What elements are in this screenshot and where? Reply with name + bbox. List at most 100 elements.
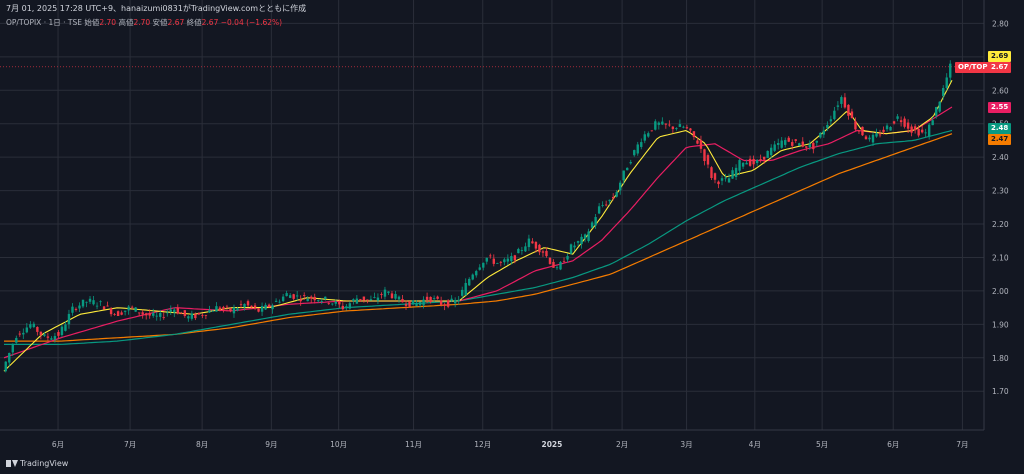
candle-up: [67, 313, 71, 325]
candle-up: [394, 293, 397, 299]
x-tick-label: 5月: [816, 440, 828, 449]
high-value: 2.70: [133, 18, 151, 27]
candle-down: [552, 261, 555, 268]
close-label: 終値: [186, 18, 202, 27]
y-tick-label: 2.30: [992, 187, 1009, 196]
candle-up: [397, 296, 401, 300]
candle-down: [18, 333, 21, 335]
candle-up: [78, 305, 81, 309]
candle-up: [320, 300, 323, 302]
candle-up: [566, 256, 569, 260]
candle-up: [583, 234, 587, 239]
candle-up: [50, 338, 53, 340]
candle-up: [734, 167, 738, 178]
candle-down: [362, 296, 366, 301]
candle-down: [425, 296, 429, 300]
candle-down: [920, 129, 924, 133]
candle-up: [383, 289, 387, 297]
candle-up: [527, 238, 531, 248]
candle-down: [39, 331, 43, 336]
candles: [4, 60, 952, 373]
candle-up: [594, 216, 597, 226]
candle-down: [130, 306, 134, 308]
candle-up: [85, 301, 88, 303]
candle-down: [246, 301, 250, 306]
x-tick-label: 10月: [330, 440, 347, 449]
candle-up: [808, 144, 811, 148]
candle-up: [682, 126, 685, 128]
candle-down: [239, 304, 243, 306]
candle-down: [689, 128, 692, 131]
candle-down: [197, 312, 201, 315]
candle-up: [731, 170, 734, 179]
candle-down: [180, 313, 183, 315]
candle-down: [864, 136, 868, 140]
candle-down: [148, 313, 151, 316]
candle-up: [833, 110, 836, 120]
candle-up: [555, 267, 559, 269]
candle-up: [274, 300, 278, 302]
candle-up: [264, 304, 267, 310]
tradingview-footer[interactable]: TradingView: [6, 459, 68, 468]
candle-up: [506, 258, 510, 262]
symbol-name[interactable]: OP/TOPIX · 1日 · TSE: [6, 18, 82, 27]
time-axis[interactable]: 6月 7月 8月 9月 10月 11月 12月 2025 2月 3月 4月 5月 6月 7月: [52, 440, 969, 449]
candle-up: [745, 162, 748, 165]
candle-down: [899, 120, 903, 123]
candle-down: [113, 314, 116, 315]
x-tick-label: 7月: [956, 440, 968, 449]
candle-up: [576, 241, 580, 243]
x-tick-label: 6月: [887, 440, 899, 449]
candle-down: [685, 127, 689, 129]
candle-up: [211, 310, 215, 312]
candle-up: [587, 231, 590, 242]
y-tick-label: 2.80: [992, 19, 1009, 28]
candle-up: [64, 324, 67, 331]
candle-down: [429, 296, 432, 303]
candle-up: [285, 293, 288, 297]
candle-down: [218, 307, 222, 311]
candle-up: [243, 303, 246, 308]
candle-up: [580, 236, 583, 245]
candle-up: [166, 312, 169, 314]
candle-down: [650, 130, 653, 132]
candle-down: [748, 158, 752, 166]
candle-down: [303, 295, 306, 296]
candle-up: [822, 130, 826, 135]
candle-up: [485, 257, 488, 262]
candle-down: [791, 142, 794, 146]
candle-down: [548, 257, 552, 264]
candle-up: [819, 132, 822, 138]
price-axis[interactable]: 1.701.801.902.002.102.202.302.402.502.60…: [992, 19, 1009, 396]
close-value: 2.67: [201, 18, 219, 27]
candle-down: [390, 293, 394, 299]
candle-down: [857, 130, 861, 132]
candle-up: [32, 323, 36, 328]
symbol-legend[interactable]: OP/TOPIX · 1日 · TSE 始値2.70 高値2.70 安値2.67…: [6, 17, 282, 28]
x-tick-label: 11月: [405, 440, 422, 449]
candle-up: [949, 63, 952, 78]
candle-down: [531, 241, 534, 244]
candle-down: [850, 111, 854, 119]
candle-up: [15, 337, 18, 343]
candle-down: [759, 159, 762, 160]
candle-down: [257, 308, 260, 312]
candle-down: [229, 308, 232, 312]
candle-up: [573, 245, 576, 248]
candle-up: [780, 140, 783, 148]
candle-up: [187, 316, 190, 319]
candle-up: [626, 167, 629, 171]
candle-up: [615, 192, 618, 197]
candle-up: [155, 315, 158, 317]
candle-down: [436, 296, 439, 299]
candle-up: [647, 133, 650, 137]
candle-down: [106, 305, 109, 307]
low-label: 安値: [152, 18, 168, 27]
candle-up: [453, 299, 457, 304]
candle-up: [826, 124, 829, 128]
candle-up: [784, 140, 787, 145]
candle-up: [376, 297, 380, 301]
candle-up: [643, 134, 646, 141]
candle-down: [446, 300, 450, 307]
